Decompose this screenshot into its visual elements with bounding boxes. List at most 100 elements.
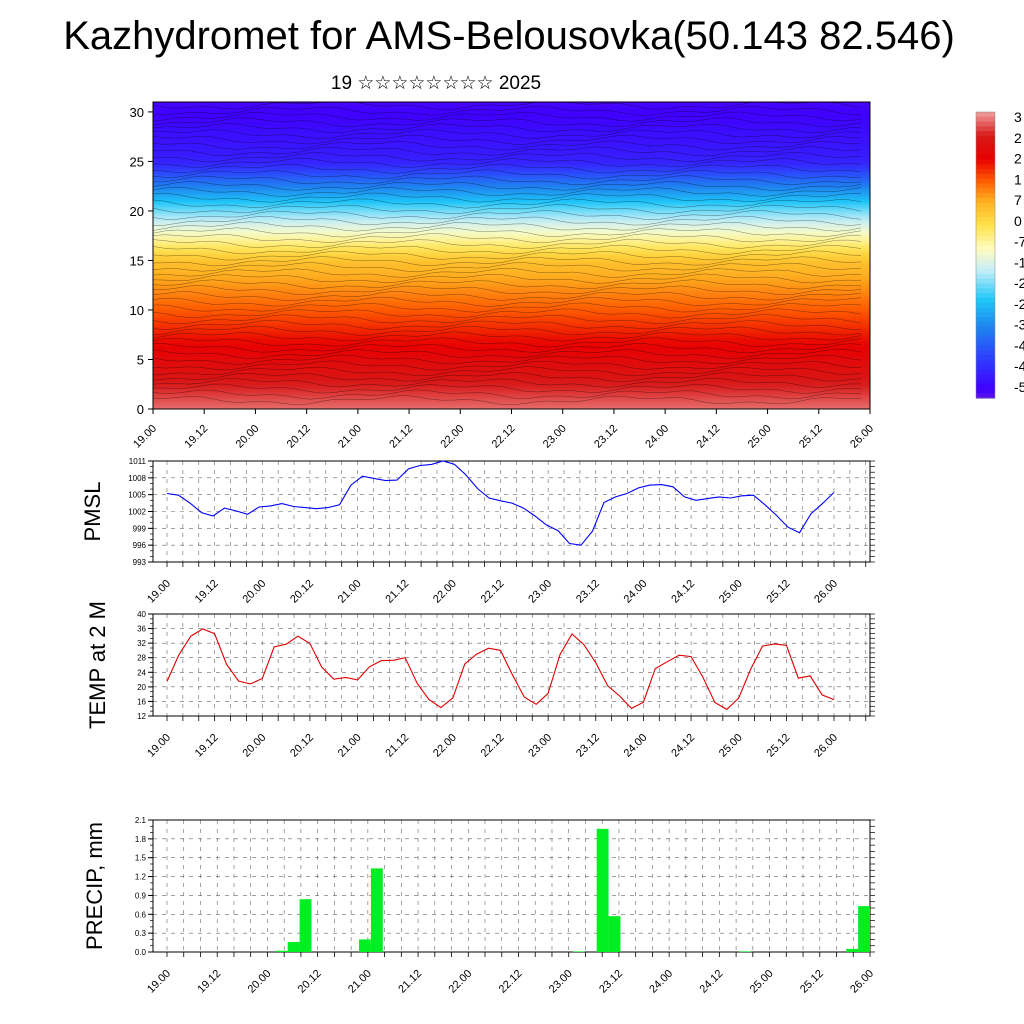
upper-x-tick-label: 24.00 (643, 423, 671, 451)
pmsl-x-tick-label: 22.00 (431, 578, 459, 606)
colorbar-segment (976, 116, 995, 123)
chart-subtitle: 19 ☆☆☆☆☆☆☆☆ 2025 (330, 73, 542, 94)
colorbar-segment (976, 283, 995, 289)
colorbar-segment (976, 331, 995, 337)
colorbar-segment (976, 278, 995, 285)
colorbar-segment (976, 188, 995, 194)
precip-bar (572, 951, 585, 952)
pmsl-plot-frame (152, 460, 871, 563)
precip-y-tick-label: 2.1 (135, 816, 147, 825)
wind-streamline (152, 169, 862, 180)
precip-bar (299, 899, 312, 952)
pmsl-x-tick-label: 21.00 (336, 578, 364, 606)
upper-x-tick-label: 25.00 (746, 423, 774, 451)
temp-x-tick-label: 24.00 (622, 732, 650, 760)
upper-y-tick-label: 10 (130, 303, 144, 318)
wind-streamline (152, 152, 862, 163)
pmsl-x-tick-label: 21.12 (383, 578, 411, 606)
pmsl-x-tick-label: 26.00 (812, 578, 840, 606)
colorbar-segment (976, 269, 995, 275)
colorbar-segment (976, 378, 995, 385)
colorbar-segment (976, 235, 995, 242)
upper-x-tick-label: 23.12 (592, 423, 620, 451)
pmsl-y-tick-label: 1011 (129, 457, 147, 466)
colorbar-label: -3 (1014, 317, 1024, 333)
colorbar-label: -4 (1014, 337, 1024, 353)
precip-grid (153, 820, 871, 952)
precip-x-tick-label: 19.12 (195, 968, 223, 996)
wind-streamline (152, 123, 862, 134)
colorbar-label: 1 (1014, 171, 1022, 187)
precip-y-tick-label: 0.0 (135, 948, 147, 957)
precip-bar (739, 951, 752, 952)
wind-streamline (152, 192, 862, 203)
colorbar-label: -5 (1014, 379, 1024, 395)
precip-bar (275, 950, 288, 952)
colorbar-segment (976, 288, 995, 294)
colorbar-segment (976, 207, 995, 213)
colorbar-segment (976, 340, 995, 347)
wind-streamline (152, 101, 862, 110)
colorbar-segment (976, 274, 995, 280)
pmsl-series-line (166, 460, 835, 546)
wind-streamline (152, 319, 862, 330)
upper-x-tick-label: 21.00 (336, 423, 364, 451)
pmsl-x-tick-label: 25.12 (765, 578, 793, 606)
pmsl-x-tick-label: 23.00 (526, 578, 554, 606)
precip-bar (608, 916, 621, 952)
wind-streamline (152, 221, 862, 232)
wind-streamline (152, 204, 862, 215)
colorbar-segment (976, 173, 995, 180)
precip-x-tick-label: 23.12 (597, 968, 625, 996)
wind-streamline (152, 256, 862, 267)
wind-streamline (152, 262, 862, 273)
temp-y-tick-label: 32 (137, 639, 146, 648)
colorbar-segment (976, 150, 995, 156)
precip-bar (846, 948, 859, 952)
temp-y-axis-label: TEMP at 2 M (85, 601, 110, 729)
colorbar-label: 2 (1014, 151, 1022, 167)
wind-streamline (152, 210, 862, 220)
temp-x-tick-label: 20.00 (240, 732, 268, 760)
upper-x-tick-label: 20.12 (285, 423, 313, 451)
wind-streamline (152, 215, 862, 226)
pmsl-y-tick-label: 999 (133, 524, 147, 533)
colorbar-segment (976, 383, 995, 390)
colorbar-segment (976, 388, 995, 394)
chart-title: Kazhydromet for AMS-Belousovka(50.143 82… (63, 14, 955, 58)
colorbar-segment (976, 197, 995, 204)
colorbar-segment (976, 154, 995, 161)
colorbar-segment (976, 336, 995, 342)
colorbar-segment (976, 212, 995, 218)
wind-streamline (152, 279, 862, 290)
wind-streamline (152, 343, 862, 353)
colorbar-segment (976, 159, 995, 166)
wind-streamline (152, 325, 862, 336)
wind-streamline (152, 377, 862, 388)
wind-streamline (152, 268, 862, 278)
colorbar-segment (976, 350, 995, 356)
precip-bar (858, 906, 870, 952)
precip-plot-frame (152, 819, 871, 953)
wind-streamline (152, 140, 862, 151)
colorbar-segment (976, 302, 995, 309)
colorbar-segment (976, 193, 995, 199)
temp-grid (153, 614, 870, 716)
temp-y-tick-label: 40 (137, 610, 146, 619)
upper-y-tick-label: 15 (130, 253, 144, 268)
pmsl-x-tick-label: 25.00 (717, 578, 745, 606)
colorbar-segment (976, 183, 995, 189)
colorbar-segment (976, 135, 995, 142)
upper-y-tick-label: 25 (130, 154, 144, 169)
pmsl-x-tick-label: 24.00 (622, 578, 650, 606)
colorbar-segment (976, 359, 995, 366)
upper-x-tick-label: 26.00 (848, 423, 876, 451)
upper-x-tick-label: 19.12 (182, 423, 210, 451)
wind-streamline (153, 158, 862, 168)
temp-x-tick-label: 19.12 (193, 732, 221, 760)
colorbar-segment (976, 369, 995, 375)
temp-y-tick-label: 20 (137, 683, 146, 692)
colorbar-label: -1 (1014, 254, 1024, 270)
pmsl-x-tick-label: 20.12 (288, 578, 316, 606)
